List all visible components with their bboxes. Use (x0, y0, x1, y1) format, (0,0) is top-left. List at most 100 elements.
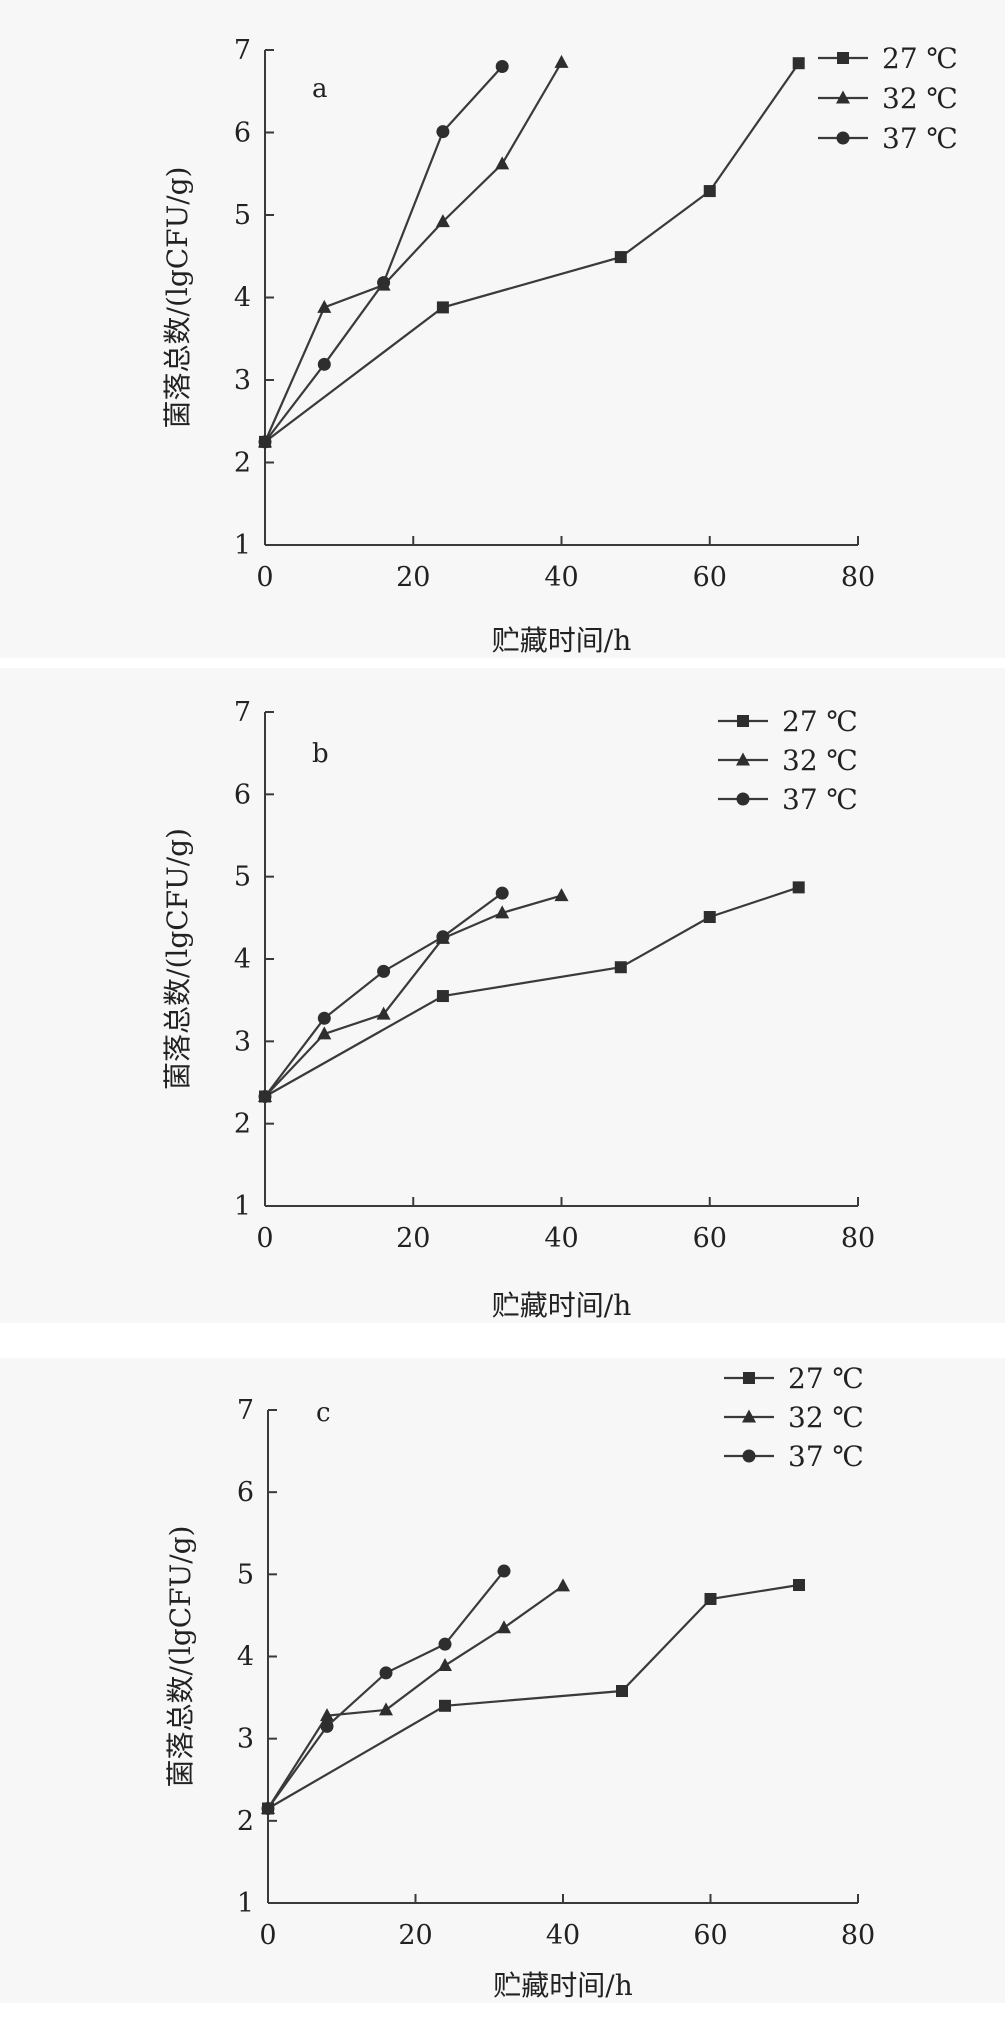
series-circle: 37 ℃ (258, 783, 858, 1103)
legend-label: 27 ℃ (788, 1362, 864, 1395)
data-point (704, 1592, 717, 1605)
legend-label: 32 ℃ (882, 82, 958, 115)
legend-label: 27 ℃ (882, 42, 958, 75)
legend-marker (837, 52, 849, 64)
series-triangle: 32 ℃ (258, 744, 858, 1102)
x-tick-label: 0 (256, 562, 273, 593)
x-tick-label: 0 (259, 1920, 276, 1951)
legend-marker (836, 131, 850, 145)
data-point (554, 54, 569, 68)
y-tick-label: 5 (234, 200, 251, 231)
y-tick-label: 4 (234, 944, 251, 975)
legend-label: 37 ℃ (782, 783, 858, 816)
y-tick-label: 6 (234, 118, 251, 149)
x-tick-label: 20 (396, 562, 430, 593)
y-tick-label: 1 (234, 1191, 251, 1222)
y-tick-label: 4 (234, 283, 251, 314)
x-tick-label: 80 (841, 1920, 875, 1951)
data-point (616, 1685, 628, 1698)
data-point (376, 1006, 391, 1020)
series-circle: 37 ℃ (258, 60, 958, 449)
series-line (263, 61, 563, 443)
legend-label: 32 ℃ (782, 744, 858, 777)
data-point (554, 888, 569, 902)
x-tick-label: 60 (693, 1223, 727, 1254)
x-tick-label: 80 (841, 562, 875, 593)
chart-panel-b: 1 2 3 4 5 6 7 0 20 40 60 80 贮藏时间/h 菌落总数/(lgCFU/g) b 27 … (0, 668, 1005, 1323)
panel-background (0, 0, 1005, 658)
series-circle: 37 ℃ (261, 1440, 864, 1816)
x-tick-label: 20 (398, 1920, 432, 1951)
data-point (436, 301, 449, 314)
data-point (703, 185, 716, 198)
data-point (317, 357, 331, 371)
data-point (793, 1579, 805, 1592)
y-tick-label: 5 (237, 1559, 254, 1590)
legend-label: 32 ℃ (788, 1401, 864, 1434)
x-tick-label: 0 (256, 1223, 273, 1254)
y-tick-label: 1 (234, 530, 251, 561)
data-point (377, 964, 391, 978)
data-point (261, 1802, 275, 1816)
y-tick-label: 3 (237, 1724, 254, 1755)
y-tick-label: 7 (234, 35, 251, 66)
panel-background (0, 1358, 1005, 2003)
x-tick-label: 40 (546, 1920, 580, 1951)
series-square: 27 ℃ (259, 42, 958, 448)
x-tick-label: 40 (544, 1223, 578, 1254)
x-axis-title: 贮藏时间/h (492, 624, 631, 657)
y-tick-label: 3 (234, 365, 251, 396)
data-point (792, 57, 805, 70)
y-tick-label: 7 (234, 697, 251, 728)
x-tick-label: 60 (693, 1920, 727, 1951)
data-point (495, 886, 509, 900)
data-point (320, 1719, 334, 1733)
data-point (436, 990, 449, 1003)
chart-panel-c: 1 2 3 4 5 6 7 0 20 40 60 80 贮藏时间/h 菌落总数/(lgCFU/g) c 27 … (0, 1358, 1005, 2003)
data-point (439, 1699, 451, 1712)
data-point (438, 1658, 452, 1672)
data-point (320, 1708, 334, 1722)
y-tick-label: 2 (237, 1806, 254, 1837)
x-tick-label: 40 (544, 562, 578, 593)
x-tick-label: 20 (396, 1223, 430, 1254)
legend-marker (743, 1372, 755, 1384)
legend-marker (742, 1449, 756, 1463)
data-point (792, 881, 805, 894)
y-tick-label: 6 (237, 1477, 254, 1508)
data-point (317, 299, 332, 313)
data-point (379, 1702, 393, 1716)
legend-marker (836, 90, 850, 104)
y-tick-label: 6 (234, 779, 251, 810)
data-point (495, 60, 509, 73)
y-tick-label: 2 (234, 1109, 251, 1140)
data-point (258, 1089, 272, 1103)
panel-letter: c (316, 1398, 331, 1428)
data-point (317, 1026, 332, 1040)
data-point (495, 905, 510, 919)
data-point (435, 214, 450, 228)
x-tick-label: 80 (841, 1223, 875, 1254)
data-point (436, 930, 450, 944)
panel-letter: a (312, 74, 328, 104)
series-triangle: 32 ℃ (258, 54, 958, 448)
legend-marker (742, 1409, 756, 1423)
data-point (377, 276, 391, 290)
y-tick-label: 3 (234, 1026, 251, 1057)
data-point (497, 1564, 511, 1578)
data-point (614, 961, 627, 974)
series-line (264, 894, 562, 1098)
data-point (317, 1011, 331, 1025)
y-axis-title: 菌落总数/(lgCFU/g) (161, 167, 194, 429)
y-tick-label: 1 (237, 1888, 254, 1919)
data-point (495, 156, 510, 170)
chart-panel-a: 1 2 3 4 5 6 7 0 20 40 60 80 贮藏时间/h 菌落总数/(lgCFU/g) a 27 … (0, 0, 1005, 658)
x-axis-title: 贮藏时间/h (493, 1969, 632, 2002)
legend-marker (737, 715, 749, 727)
legend-label: 27 ℃ (782, 705, 858, 738)
y-axis-title: 菌落总数/(lgCFU/g) (161, 828, 194, 1090)
legend-label: 37 ℃ (788, 1440, 864, 1473)
data-point (258, 435, 272, 449)
legend-label: 37 ℃ (882, 122, 958, 155)
